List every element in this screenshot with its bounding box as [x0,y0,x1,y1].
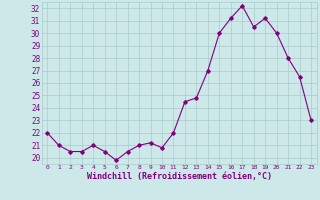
X-axis label: Windchill (Refroidissement éolien,°C): Windchill (Refroidissement éolien,°C) [87,172,272,181]
